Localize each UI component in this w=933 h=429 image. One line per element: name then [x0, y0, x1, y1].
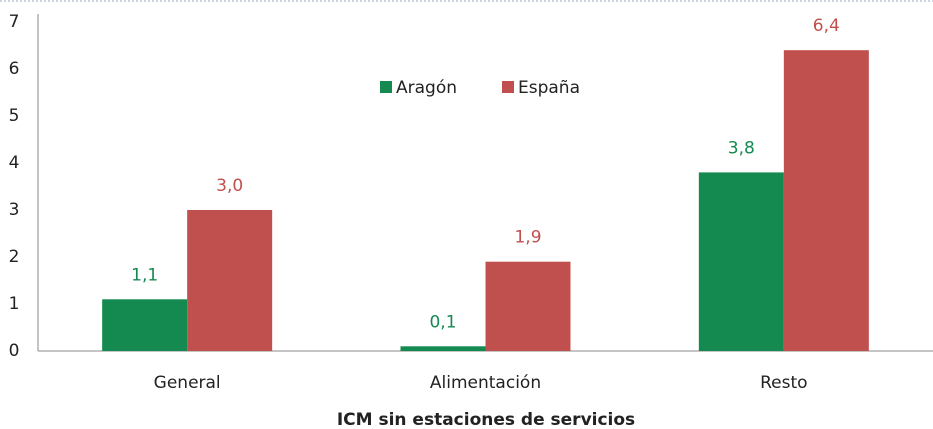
y-tick-label: 3 [9, 200, 20, 220]
bar [187, 210, 273, 351]
y-tick-label: 1 [9, 294, 20, 314]
y-tick-label: 4 [9, 153, 20, 173]
value-label: 3,0 [216, 176, 243, 196]
bar [698, 172, 784, 351]
y-tick-label: 6 [9, 59, 20, 79]
bar [783, 50, 869, 351]
legend-label: Aragón [396, 78, 457, 98]
bar [485, 261, 571, 351]
y-tick-label: 2 [9, 247, 20, 267]
legend-swatch [380, 81, 392, 93]
legend-label: España [518, 78, 580, 98]
y-tick-label: 7 [9, 12, 20, 32]
legend-swatch [502, 81, 514, 93]
bar [400, 346, 486, 351]
value-label: 0,1 [429, 312, 456, 332]
bar [102, 299, 188, 351]
y-tick-label: 0 [9, 341, 20, 361]
value-label: 1,1 [131, 265, 158, 285]
x-axis-title: ICM sin estaciones de servicios [337, 410, 635, 429]
x-tick-label: Resto [760, 373, 807, 393]
value-label: 3,8 [728, 138, 755, 158]
x-tick-label: General [154, 373, 221, 393]
value-label: 6,4 [813, 16, 840, 36]
x-tick-label: Alimentación [430, 373, 541, 393]
y-tick-label: 5 [9, 106, 20, 126]
value-label: 1,9 [514, 228, 541, 248]
